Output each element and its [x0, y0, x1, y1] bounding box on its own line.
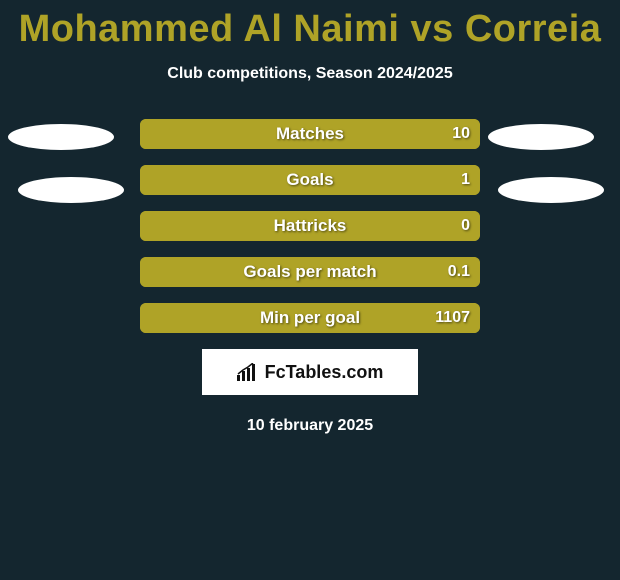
- stat-row: Goals1: [140, 165, 480, 195]
- stat-label: Goals per match: [140, 257, 480, 287]
- player-right-ellipse-1: [488, 124, 594, 150]
- subtitle: Club competitions, Season 2024/2025: [0, 65, 620, 83]
- stat-row: Goals per match0.1: [140, 257, 480, 287]
- player-left-ellipse-1: [8, 124, 114, 150]
- stat-label: Matches: [140, 119, 480, 149]
- stat-value: 1: [461, 165, 470, 195]
- stat-label: Goals: [140, 165, 480, 195]
- player-right-ellipse-2: [498, 177, 604, 203]
- stat-value: 0: [461, 211, 470, 241]
- stat-label: Hattricks: [140, 211, 480, 241]
- page-title: Mohammed Al Naimi vs Correia: [0, 0, 620, 51]
- stat-row: Min per goal1107: [140, 303, 480, 333]
- stat-value: 10: [452, 119, 470, 149]
- player-right-name: Correia: [465, 8, 602, 50]
- player-left-ellipse-2: [18, 177, 124, 203]
- branding-badge[interactable]: FcTables.com: [202, 349, 418, 395]
- stat-row: Matches10: [140, 119, 480, 149]
- stat-label: Min per goal: [140, 303, 480, 333]
- player-left-name: Mohammed Al Naimi: [19, 8, 400, 50]
- stat-value: 0.1: [448, 257, 470, 287]
- stats-block: Matches10Goals1Hattricks0Goals per match…: [140, 119, 480, 333]
- infographic-canvas: Mohammed Al Naimi vs Correia Club compet…: [0, 0, 620, 580]
- vs-word: vs: [410, 8, 453, 50]
- stat-row: Hattricks0: [140, 211, 480, 241]
- stat-value: 1107: [435, 303, 470, 333]
- date-line: 10 february 2025: [0, 417, 620, 435]
- branding-label: FcTables.com: [265, 362, 384, 383]
- bar-chart-icon: [237, 363, 259, 381]
